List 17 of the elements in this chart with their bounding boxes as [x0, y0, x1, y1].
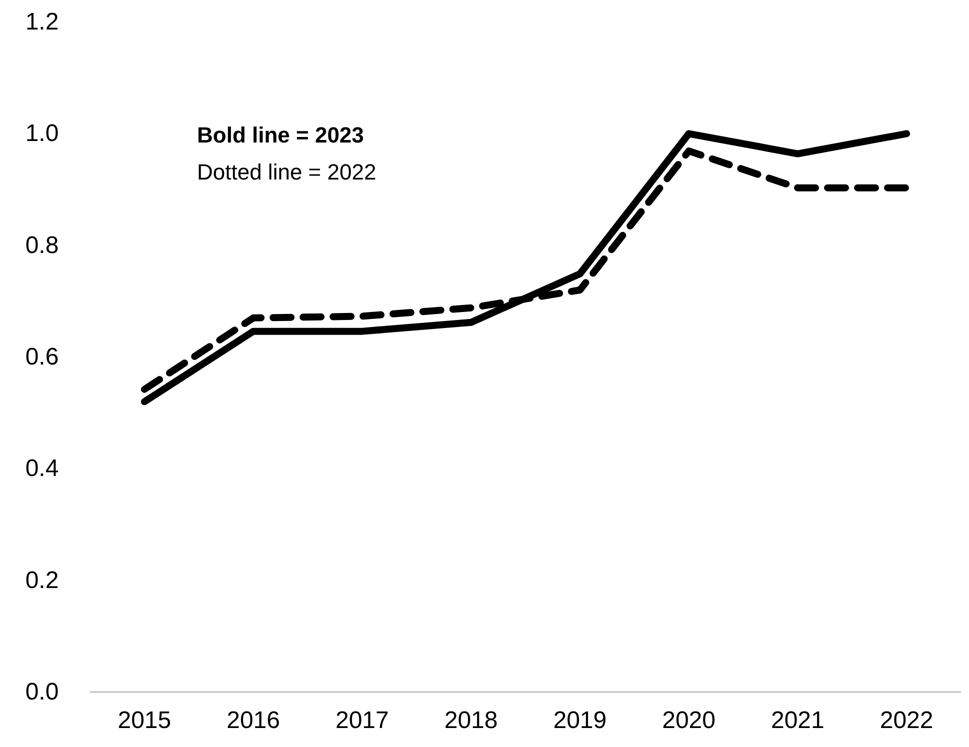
y-tick-label: 1.2 — [25, 8, 59, 36]
y-tick-label: 0.4 — [25, 455, 59, 482]
x-tick-label: 2020 — [662, 707, 716, 734]
x-tick-label: 2015 — [118, 707, 172, 734]
x-tick-label: 2019 — [553, 707, 607, 734]
y-tick-label: 0.6 — [25, 344, 59, 370]
x-tick-label: 2018 — [444, 707, 498, 734]
annotation: Bold line = 2023 — [197, 122, 364, 148]
y-tick-label: 1.0 — [25, 120, 59, 148]
y-tick-label: 0.0 — [25, 678, 59, 706]
x-tick-label: 2022 — [880, 707, 934, 734]
x-tick-label: 2016 — [226, 707, 280, 734]
x-tick-label: 2021 — [770, 707, 824, 734]
y-tick-label: 0.2 — [25, 566, 59, 594]
y-tick-label: 0.8 — [25, 232, 59, 259]
annotation: Dotted line = 2022 — [197, 160, 376, 184]
x-tick-label: 2017 — [335, 707, 389, 734]
